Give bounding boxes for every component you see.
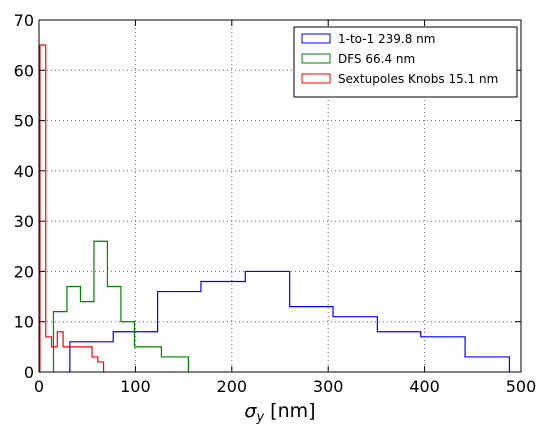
x-tick-label: 100 — [120, 377, 151, 396]
legend-label: 1-to-1 239.8 nm — [338, 32, 435, 46]
x-axis-label-symbol: σ — [244, 400, 257, 422]
y-tick-label: 40 — [14, 162, 34, 181]
histogram-series-3 — [39, 44, 105, 372]
y-tick-label: 20 — [14, 262, 34, 281]
x-axis-label: σy [nm] — [244, 400, 315, 424]
plot-frame — [38, 19, 522, 373]
y-tick-label: 60 — [14, 61, 34, 80]
histogram-series-group — [39, 44, 511, 372]
histogram-series-2 — [52, 240, 190, 372]
axis-ticks: 0 100 200 300 400 500 0 10 20 30 40 50 60 70 — [14, 11, 537, 396]
x-tick-label: 200 — [217, 377, 248, 396]
legend: 1-to-1 239.8 nm DFS 66.4 nm Sextupoles Kno… — [293, 26, 518, 98]
x-axis-label-subscript: y — [255, 410, 264, 424]
y-tick-label: 50 — [14, 112, 34, 131]
y-tick-label: 30 — [14, 212, 34, 231]
legend-swatch — [301, 73, 331, 84]
y-tick-label: 70 — [14, 11, 34, 30]
legend-label: DFS 66.4 nm — [338, 52, 415, 66]
x-tick-label: 500 — [506, 377, 537, 396]
x-tick-label: 400 — [409, 377, 440, 396]
x-tick-label: 0 — [34, 377, 44, 396]
x-tick-label: 300 — [313, 377, 344, 396]
y-tick-label: 0 — [24, 363, 34, 382]
legend-swatch — [301, 33, 331, 44]
legend-swatch — [301, 53, 331, 64]
y-tick-label: 10 — [14, 313, 34, 332]
histogram-series-1 — [69, 270, 511, 372]
legend-box — [293, 26, 518, 98]
legend-label: Sextupoles Knobs 15.1 nm — [338, 72, 498, 86]
x-axis-label-unit: [nm] — [270, 400, 315, 422]
